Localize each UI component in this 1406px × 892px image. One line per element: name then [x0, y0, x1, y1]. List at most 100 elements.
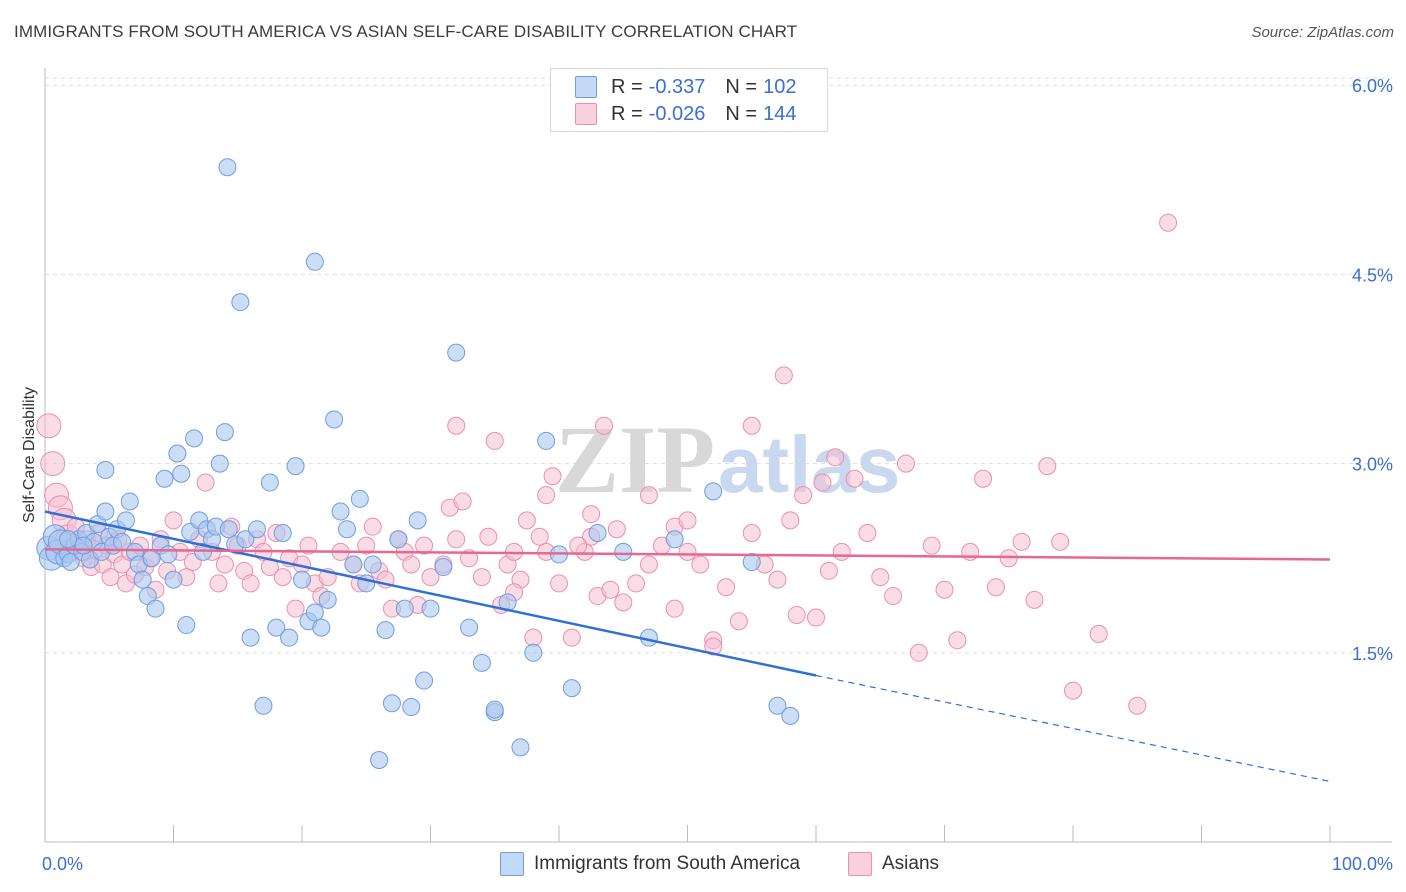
asians-point [543, 467, 562, 486]
south-america-point [376, 621, 395, 640]
legend-n-value: 102 [763, 75, 797, 98]
asians-point [1089, 624, 1108, 643]
watermark-zip: ZIP [555, 406, 715, 513]
legend-r-value: -0.026 [648, 102, 706, 125]
asians-point [36, 413, 62, 439]
asians-point [164, 511, 183, 530]
south-america-point [588, 523, 607, 542]
south-america-point [231, 293, 250, 312]
trend-lines [44, 510, 1331, 783]
south-america-point [185, 429, 204, 448]
south-america-point [665, 530, 684, 549]
source-label: Source: ZipAtlas.com [1251, 24, 1394, 41]
asians-point [363, 517, 382, 536]
asians-point [832, 542, 851, 561]
south-america-point [168, 444, 187, 463]
south-america-point [337, 520, 356, 539]
south-america-point [344, 555, 363, 574]
south-america-point [704, 482, 723, 501]
asians-point [768, 570, 787, 589]
south-america-point [120, 492, 139, 511]
asians-point [530, 527, 549, 546]
south-america-point [96, 502, 115, 521]
asians-point [614, 593, 633, 612]
asians-point [922, 536, 941, 555]
south-america-point [215, 423, 234, 442]
asians-point [1012, 532, 1031, 551]
asians-point [729, 612, 748, 631]
south-america-point [159, 545, 178, 564]
south-america-point [254, 696, 273, 715]
south-america-point [781, 706, 800, 725]
south-america-point [59, 530, 78, 549]
asians-point [196, 473, 215, 492]
south-america-point [363, 555, 382, 574]
south-america-point [218, 158, 237, 177]
series-label: Immigrants from South America [534, 853, 801, 874]
south-america-point [460, 618, 479, 637]
south-america-point [172, 464, 191, 483]
asians-point [582, 505, 601, 524]
south-america-point [241, 628, 260, 647]
legend-n-label: N = [725, 102, 758, 125]
asians-point [453, 492, 472, 511]
asians-point [704, 637, 723, 656]
correlation-legend: R = -0.337 N = 102 R = -0.026 N = 144 [550, 68, 828, 132]
asians-point [896, 454, 915, 473]
asians-point [524, 628, 543, 647]
south-america-point [408, 511, 427, 530]
asians-point [858, 523, 877, 542]
asians-point [935, 580, 954, 599]
south-america-point [742, 552, 761, 571]
south-america-point [434, 558, 453, 577]
legend-r-value: -0.337 [648, 75, 706, 98]
south-america-point [305, 252, 324, 271]
asians-trend-line [44, 548, 1331, 561]
asians-point [601, 580, 620, 599]
asians-point [273, 568, 292, 587]
y-tick-label: 4.5% [1352, 265, 1393, 285]
asians-point [594, 416, 613, 435]
series-legend-asians[interactable]: Asians [848, 852, 939, 876]
asians-point [639, 555, 658, 574]
asians-point [479, 527, 498, 546]
y-axis-label: Self-Care Disability [21, 387, 38, 523]
asians-point [986, 578, 1005, 597]
legend-n-label: N = [725, 75, 758, 98]
asians-point [742, 416, 761, 435]
asians-point [781, 511, 800, 530]
south-america-point [350, 489, 369, 508]
south-america-point [370, 751, 389, 770]
legend-r-label: R = [611, 75, 643, 98]
south-america-point [133, 570, 152, 589]
south-america-point [155, 469, 174, 488]
south-america-trend-line [44, 510, 817, 677]
south-america-point [312, 618, 331, 637]
asians-point [40, 451, 66, 477]
asians-point [948, 631, 967, 650]
tick-labels: 1.5% 3.0% 4.5% 6.0% 0.0% 100.0% [42, 76, 1393, 874]
asians-point [299, 536, 318, 555]
south-america-point [210, 454, 229, 473]
asians-point [517, 511, 536, 530]
south-america-point [318, 590, 337, 609]
asians-point [447, 416, 466, 435]
south-america-point [485, 700, 504, 719]
asians-point [537, 486, 556, 505]
asians-point [807, 608, 825, 627]
series-legend-south-america[interactable]: Immigrants from South America [500, 852, 800, 876]
asians-point [665, 599, 684, 618]
south-america-point [395, 599, 414, 618]
asians-point [742, 523, 761, 542]
asians-point [421, 568, 440, 587]
series-label: Asians [882, 853, 940, 874]
asians-point [826, 448, 845, 467]
asians-point [550, 574, 568, 593]
asians-point [678, 511, 697, 530]
south-america-point [236, 530, 255, 549]
south-america-point [524, 643, 543, 662]
asians-point [909, 643, 928, 662]
asians-point [241, 574, 260, 593]
south-america-point [402, 698, 421, 717]
legend-swatch-pink [575, 103, 597, 125]
